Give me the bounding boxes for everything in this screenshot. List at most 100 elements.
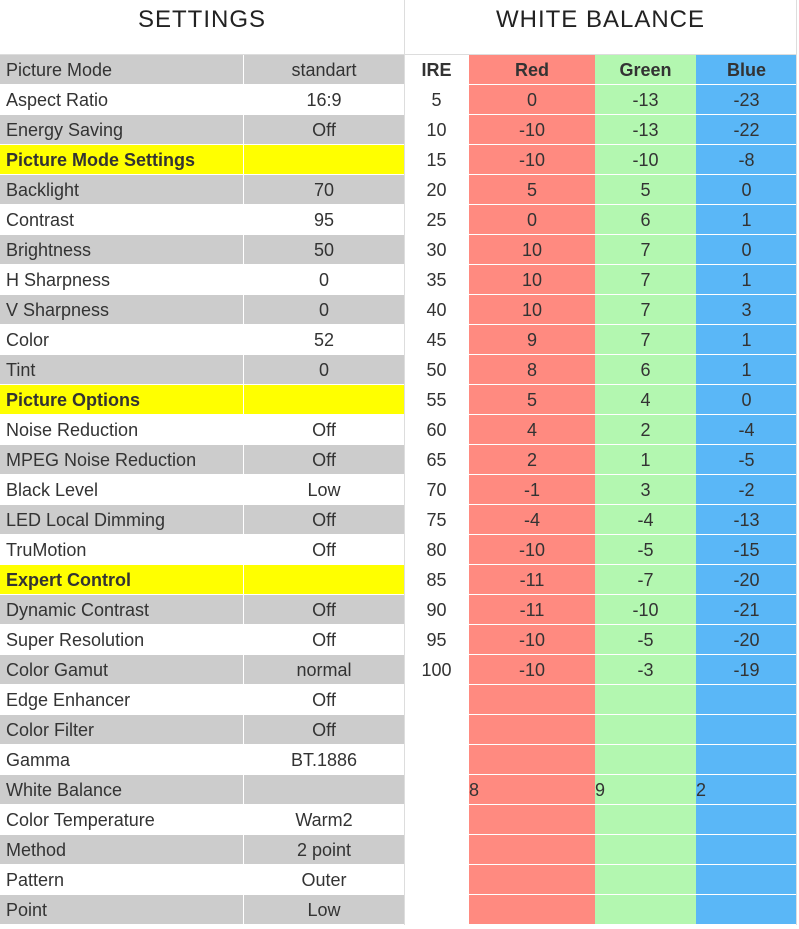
row-bg [0,385,404,415]
row-divider [0,474,797,475]
wb-value: -8 [738,150,755,170]
row-divider [0,354,797,355]
setting-value: Off [312,540,336,560]
wb-value: 7 [640,300,651,320]
row-divider [0,384,797,385]
column-header: IRE [421,60,452,80]
row-bg [0,115,404,145]
row-divider [0,84,797,85]
wb-value: 20 [426,180,447,200]
row-bg [0,565,404,595]
wb-value: 9 [526,330,537,350]
setting-name: White Balance [6,780,123,800]
setting-value: 50 [313,240,335,260]
row-bg [0,835,404,865]
setting-name: H Sharpness [6,270,111,290]
setting-value: 16:9 [306,90,342,110]
wb-value: 25 [426,210,447,230]
row-bg [0,505,404,535]
row-divider [0,564,797,565]
column-blue [696,55,797,925]
setting-value: 52 [313,330,335,350]
setting-name: V Sharpness [6,300,110,320]
wb-value: -4 [738,420,755,440]
wb-value: -23 [733,90,760,110]
setting-value: BT.1886 [290,750,358,770]
setting-name: MPEG Noise Reduction [6,450,197,470]
divider [243,55,244,925]
wb-value: 50 [426,360,447,380]
setting-name: Color Gamut [6,660,109,680]
setting-name: Pattern [6,870,65,890]
wb-value: 5 [640,180,651,200]
wb-value: 1 [741,270,752,290]
row-divider [0,234,797,235]
setting-name: LED Local Dimming [6,510,166,530]
column-header: Blue [726,60,766,80]
wb-value: -4 [637,510,654,530]
setting-name: Energy Saving [6,120,124,140]
wb-value: 35 [426,270,447,290]
setting-name: Point [6,900,48,920]
wb-value: 3 [741,300,752,320]
wb-value: 70 [426,480,447,500]
wb-value: -10 [518,150,545,170]
row-bg [0,445,404,475]
row-divider [0,594,797,595]
row-divider [0,774,797,775]
row-divider [0,924,797,925]
wb-summary: 8 [469,780,480,800]
row-bg [0,235,404,265]
setting-value: 2 point [296,840,352,860]
wb-value: -7 [637,570,654,590]
wb-value: -15 [733,540,760,560]
setting-name: Gamma [6,750,71,770]
row-divider [0,864,797,865]
wb-value: -5 [637,540,654,560]
row-bg [0,295,404,325]
wb-value: 30 [426,240,447,260]
row-bg [0,145,404,175]
setting-value: 95 [313,210,335,230]
row-divider [0,834,797,835]
divider [0,54,797,55]
setting-value: Low [307,480,341,500]
row-divider [0,504,797,505]
wb-value: 85 [426,570,447,590]
divider [404,0,405,925]
row-divider [0,894,797,895]
setting-value: 0 [318,360,329,380]
wb-value: 7 [640,240,651,260]
wb-value: 10 [426,120,447,140]
wb-value: -13 [632,120,659,140]
row-divider [0,744,797,745]
wb-value: 8 [526,360,537,380]
row-divider [0,264,797,265]
row-bg [0,895,404,925]
row-divider [0,204,797,205]
row-divider [0,174,797,175]
wb-value: 15 [426,150,447,170]
setting-value: Off [312,510,336,530]
setting-value: Off [312,630,336,650]
wb-value: -20 [733,570,760,590]
setting-name: Color Filter [6,720,95,740]
wb-value: 4 [526,420,537,440]
wb-value: 10 [521,300,543,320]
wb-value: 2 [526,450,537,470]
wb-value: 2 [640,420,651,440]
wb-value: -22 [733,120,760,140]
column-header: Green [619,60,672,80]
row-divider [0,414,797,415]
row-divider [0,714,797,715]
wb-value: -10 [518,540,545,560]
setting-value: normal [296,660,352,680]
wb-value: -5 [738,450,755,470]
wb-value: 1 [741,330,752,350]
wb-value: -20 [733,630,760,650]
setting-value: Off [312,120,336,140]
wb-value: 5 [526,390,537,410]
setting-value: 70 [313,180,335,200]
setting-name: Backlight [6,180,80,200]
